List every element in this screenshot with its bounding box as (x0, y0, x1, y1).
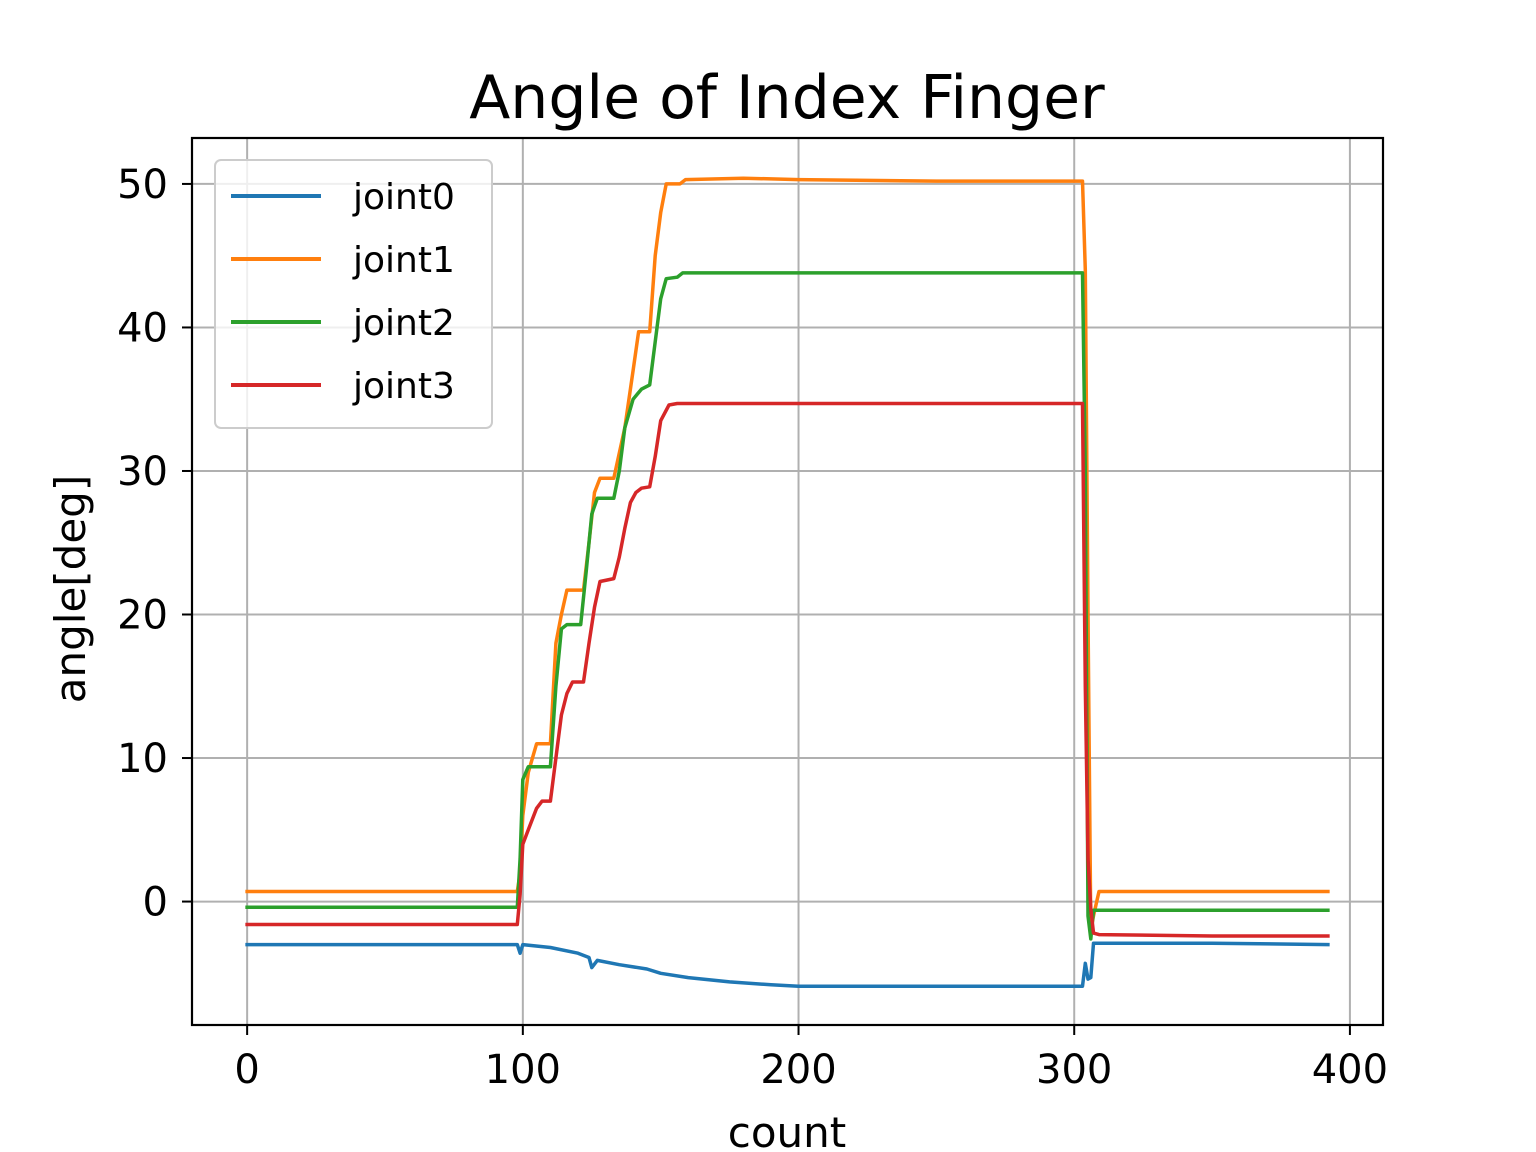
x-axis-ticks: 0 100 200 300 400 (234, 1025, 1388, 1093)
y-tick-label: 30 (117, 449, 168, 495)
y-tick-label: 50 (117, 162, 168, 208)
x-axis-label: count (728, 1108, 847, 1152)
series-line-joint1 (245, 176, 1330, 933)
legend-label-joint0: joint0 (352, 177, 455, 218)
legend-label-joint3: joint3 (352, 366, 455, 407)
y-tick-label: 0 (143, 880, 168, 926)
series-line-joint3 (245, 401, 1330, 938)
x-tick-label: 200 (760, 1047, 836, 1093)
plot-frame (190, 136, 1385, 1027)
chart-title: Angle of Index Finger (469, 63, 1105, 133)
legend-label-joint1: joint1 (352, 240, 455, 281)
legend: joint0 joint1 joint2 joint3 (214, 159, 493, 429)
x-tick-label: 0 (234, 1047, 259, 1093)
series-layer (245, 176, 1330, 988)
x-tick-label: 100 (485, 1047, 561, 1093)
y-axis-ticks: 0 10 20 30 40 50 (117, 162, 192, 926)
y-tick-label: 40 (117, 305, 168, 351)
series-line-joint2 (245, 271, 1330, 941)
legend-label-joint2: joint2 (352, 303, 455, 344)
x-tick-label: 400 (1312, 1047, 1388, 1093)
x-tick-label: 300 (1036, 1047, 1112, 1093)
series-line-joint0 (245, 941, 1330, 988)
y-axis-label: angle[deg] (46, 475, 95, 703)
legend-box (214, 159, 493, 429)
y-tick-label: 20 (117, 593, 168, 639)
y-tick-label: 10 (117, 736, 168, 782)
